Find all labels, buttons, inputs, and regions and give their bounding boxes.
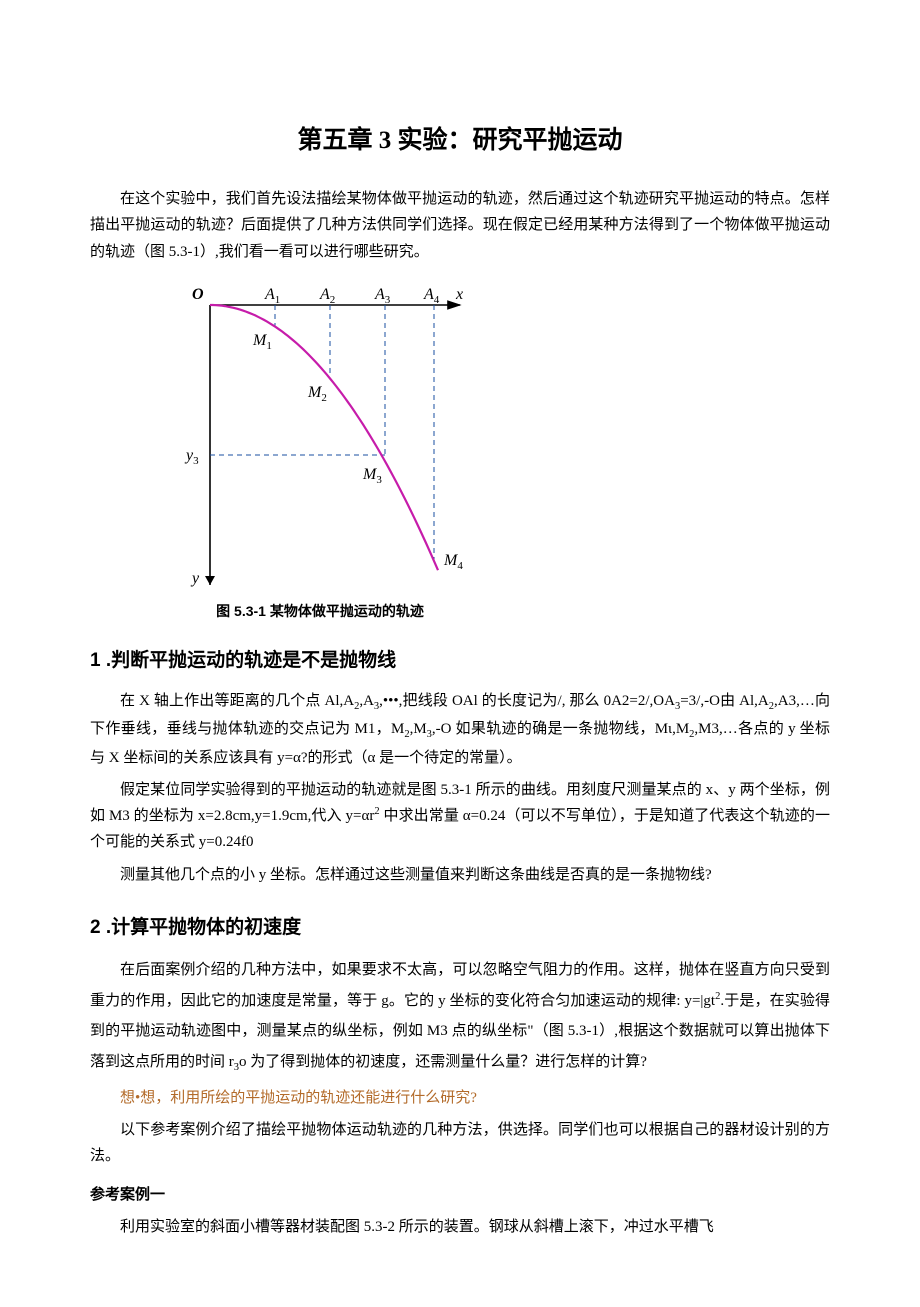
svg-text:M4: M4 [443,552,463,572]
figure-number: 图 5.3-1 [216,603,266,619]
section-2-heading: 2 .计算平抛物体的初速度 [90,912,830,939]
trajectory-diagram: Ox y A1 A2 A3 A4 y3 M1 M2 M3 M4 [170,275,470,595]
intro-paragraph: 在这个实验中，我们首先设法描绘某物体做平抛运动的轨迹，然后通过这个轨迹研究平抛运… [90,186,830,265]
page-title: 第五章 3 实验：研究平抛运动 [90,120,830,156]
page: 第五章 3 实验：研究平抛运动 在这个实验中，我们首先设法描绘某物体做平抛运动的… [0,0,920,1307]
section-2-para-2: 以下参考案例介绍了描绘平抛物体运动轨迹的几种方法，供选择。同学们也可以根据自己的… [90,1117,830,1170]
svg-text:O: O [192,286,204,303]
svg-text:M1: M1 [252,332,272,352]
section-1-heading: 1 .判断平抛运动的轨迹是不是抛物线 [90,645,830,672]
svg-text:A2: A2 [319,286,335,306]
svg-text:y: y [190,570,200,587]
svg-text:y3: y3 [184,447,199,467]
section-1-para-2: 假定某位同学实验得到的平抛运动的轨迹就是图 5.3-1 所示的曲线。用刻度尺测量… [90,777,830,856]
figure-5-3-1: Ox y A1 A2 A3 A4 y3 M1 M2 M3 M4 图 5.3-1 某物体做平抛运动的轨… [90,275,830,621]
section-1-para-3: 测量其他几个点的小 y 坐标。怎样通过这些测量值来判断这条曲线是否真的是一条抛物… [90,862,830,888]
figure-caption-text: 某物体做平抛运动的轨迹 [270,603,424,619]
think-prompt: 想•想，利用所绘的平抛运动的轨迹还能进行什么研究? [90,1085,830,1111]
svg-text:A4: A4 [423,286,440,306]
svg-text:M2: M2 [307,384,327,404]
svg-text:x: x [455,286,463,303]
case-1-heading: 参考案例一 [90,1183,830,1204]
svg-text:M3: M3 [362,466,382,486]
section-1-para-1: 在 X 轴上作出等距离的几个点 Al,A2,A3,•••,把线段 OAl 的长度… [90,688,830,771]
svg-text:A1: A1 [264,286,280,306]
figure-caption: 图 5.3-1 某物体做平抛运动的轨迹 [170,601,470,621]
section-2-para-1: 在后面案例介绍的几种方法中，如果要求不太高，可以忽略空气阻力的作用。这样，抛体在… [90,955,830,1079]
svg-text:A3: A3 [374,286,391,306]
case-1-para: 利用实验室的斜面小槽等器材装配图 5.3-2 所示的装置。钢球从斜槽上滚下，冲过… [90,1214,830,1240]
